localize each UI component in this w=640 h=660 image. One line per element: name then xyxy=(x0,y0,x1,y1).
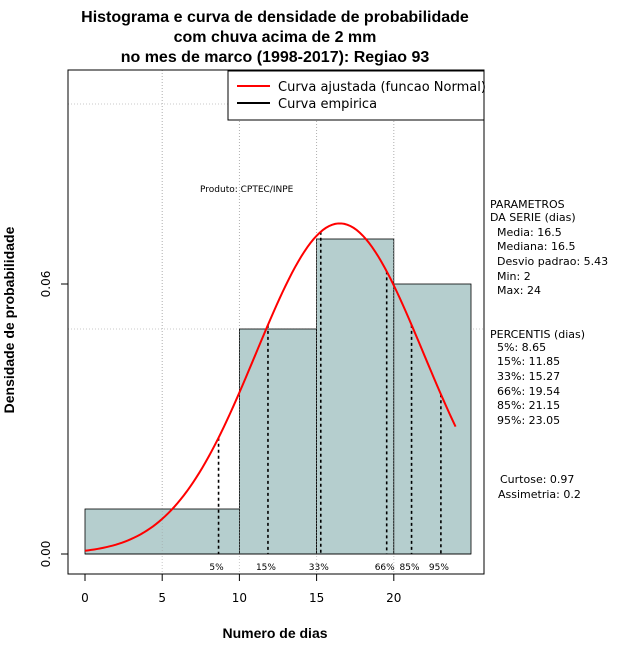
percentile-label-0: 5% xyxy=(209,563,224,573)
product-annotation: Produto: CPTEC/INPE xyxy=(200,185,294,195)
percentil-5: 5%: 8.65 xyxy=(497,341,546,354)
y-axis-label: Densidade de probabilidade xyxy=(1,226,17,413)
chart-title: Histograma e curva de densidade de proba… xyxy=(81,9,469,66)
curtose: Curtose: 0.97 xyxy=(500,473,574,486)
parametros-header-2: DA SERIE (dias) xyxy=(490,211,576,224)
x-axis: 0 5 10 15 20 xyxy=(81,573,401,605)
x-tick-label-0: 0 xyxy=(81,591,89,605)
histogram-bar-3 xyxy=(393,283,472,555)
param-mediana: Mediana: 16.5 xyxy=(497,240,575,253)
x-axis-label: Numero de dias xyxy=(222,625,327,641)
percentil-33: 33%: 15.27 xyxy=(497,370,560,383)
percentile-label-2: 33% xyxy=(309,563,329,573)
percentile-label-4: 85% xyxy=(400,563,420,573)
curve-layer xyxy=(84,222,457,552)
percentile-label-5: 95% xyxy=(429,563,449,573)
percentil-66: 66%: 19.54 xyxy=(497,385,560,398)
stats-panel: PARAMETROS DA SERIE (dias) Media: 16.5 M… xyxy=(490,198,608,501)
percentile-layer: 5% 15% 33% 66% 85% 95% xyxy=(209,231,449,573)
legend-label-empirical: Curva empirica xyxy=(278,97,377,112)
percentile-label-3: 66% xyxy=(375,563,395,573)
percentil-15: 15%: 11.85 xyxy=(497,355,560,368)
legend-box xyxy=(227,70,485,121)
y-tick-label-0: 0.00 xyxy=(39,541,53,568)
title-line-1: Histograma e curva de densidade de proba… xyxy=(81,9,469,26)
y-axis: 0.00 0.06 xyxy=(39,271,68,568)
legend: Curva ajustada (funcao Normal) Curva emp… xyxy=(227,70,486,121)
assimetria: Assimetria: 0.2 xyxy=(498,488,581,501)
param-desvio: Desvio padrao: 5.43 xyxy=(497,255,608,268)
y-tick-label-1: 0.06 xyxy=(39,271,53,298)
param-min: Min: 2 xyxy=(497,270,531,283)
normal-fit-curve xyxy=(84,222,457,552)
percentil-95: 95%: 23.05 xyxy=(497,414,560,427)
legend-label-fitted: Curva ajustada (funcao Normal) xyxy=(278,80,486,95)
x-tick-label-3: 15 xyxy=(309,591,324,605)
param-max: Max: 24 xyxy=(497,284,541,297)
percentis-header: PERCENTIS (dias) xyxy=(490,328,585,341)
x-tick-label-4: 20 xyxy=(386,591,401,605)
histogram-bar-2 xyxy=(316,238,395,555)
x-tick-label-1: 5 xyxy=(158,591,166,605)
title-line-2: com chuva acima de 2 mm xyxy=(174,29,377,46)
percentil-85: 85%: 21.15 xyxy=(497,399,560,412)
param-media: Media: 16.5 xyxy=(497,226,562,239)
parametros-header-1: PARAMETROS xyxy=(490,198,565,211)
percentile-label-1: 15% xyxy=(256,563,276,573)
x-tick-label-2: 10 xyxy=(232,591,247,605)
title-line-3: no mes de marco (1998-2017): Regiao 93 xyxy=(121,49,430,66)
bars-layer xyxy=(84,70,472,555)
